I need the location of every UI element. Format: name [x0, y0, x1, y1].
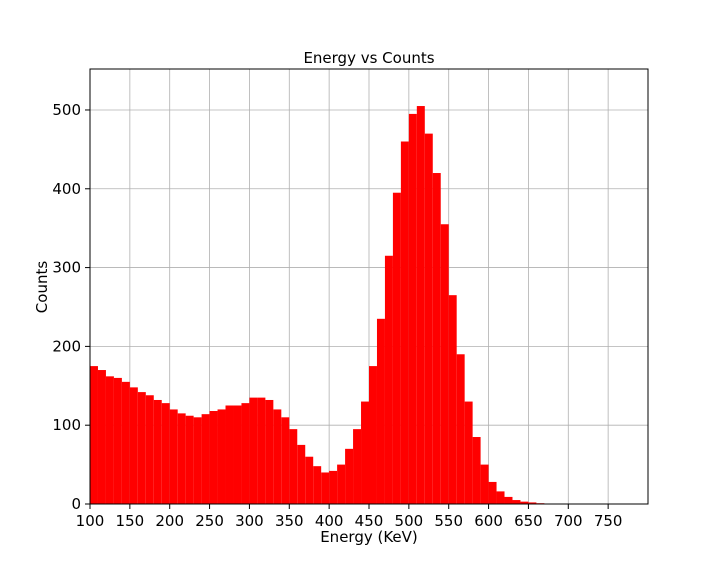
histogram-bar	[137, 392, 146, 504]
histogram-bar	[480, 464, 489, 504]
y-tick-label: 300	[52, 259, 81, 277]
histogram-bar	[209, 411, 218, 504]
histogram-bar	[321, 472, 330, 504]
histogram-bar	[169, 409, 178, 504]
x-axis-ticks: 100 150 200 250 300 350 400 450 500 550 600 650 700 7…	[76, 504, 623, 530]
histogram-bar	[185, 415, 194, 504]
y-tick-label: 500	[52, 101, 81, 119]
histogram-bar	[400, 141, 409, 504]
histogram-bar	[392, 192, 401, 504]
histogram-bar	[201, 414, 210, 504]
histogram-bar	[345, 448, 354, 504]
y-tick-label: 400	[52, 180, 81, 198]
histogram-bar	[305, 456, 314, 504]
x-tick-label: 350	[275, 512, 304, 530]
histogram-bar	[464, 401, 473, 504]
histogram-bar	[153, 399, 162, 504]
histogram-bar	[249, 397, 258, 504]
histogram-bar	[424, 133, 433, 504]
histogram-bar	[313, 466, 322, 504]
histogram-bar	[329, 470, 338, 504]
histogram-bar	[129, 387, 138, 504]
histogram-bar	[177, 413, 186, 504]
histogram-bar	[121, 381, 130, 504]
y-axis-ticks: 0 100 200 300 400 500	[52, 101, 90, 513]
histogram-bar	[217, 409, 226, 504]
histogram-bar	[337, 464, 346, 504]
histogram-bar	[353, 429, 362, 504]
histogram-bar	[369, 366, 377, 504]
x-tick-label: 550	[434, 512, 463, 530]
histogram-bar	[520, 501, 529, 504]
histogram-bar	[512, 500, 521, 504]
histogram-bar	[265, 399, 274, 504]
y-tick-label: 0	[71, 495, 81, 513]
histogram-bar	[440, 224, 449, 504]
histogram-bar	[472, 437, 481, 504]
histogram-bar	[105, 376, 114, 504]
y-tick-label: 100	[52, 416, 81, 434]
histogram-bar	[257, 397, 266, 504]
histogram-bar	[504, 496, 513, 504]
x-tick-label: 600	[474, 512, 503, 530]
histogram-bar	[456, 354, 465, 504]
x-tick-label: 450	[355, 512, 384, 530]
histogram-bar	[432, 173, 441, 505]
histogram-bar	[376, 318, 385, 504]
histogram-bar	[241, 403, 250, 504]
x-tick-label: 650	[514, 512, 543, 530]
histogram-bar	[145, 395, 154, 504]
x-tick-label: 150	[116, 512, 145, 530]
histogram-bar	[281, 417, 290, 504]
x-tick-label: 700	[554, 512, 583, 530]
x-tick-label: 200	[155, 512, 184, 530]
histogram-bar	[488, 481, 497, 504]
x-tick-label: 500	[395, 512, 424, 530]
x-tick-label: 300	[235, 512, 264, 530]
histogram-bar	[416, 106, 425, 505]
x-axis-label: Energy (KeV)	[320, 528, 418, 546]
histogram-bar	[297, 444, 306, 504]
histogram-bar	[528, 502, 537, 504]
histogram-bar	[233, 405, 242, 504]
histogram-bar	[225, 405, 234, 504]
y-axis-label: Counts	[33, 261, 51, 314]
histogram-bar	[496, 491, 505, 504]
x-tick-label: 400	[315, 512, 344, 530]
histogram-bar	[448, 295, 457, 504]
y-tick-label: 200	[52, 337, 81, 355]
chart-title: Energy vs Counts	[303, 49, 434, 67]
histogram-bar	[161, 403, 170, 504]
histogram-bar	[273, 409, 282, 504]
histogram-bar	[384, 255, 393, 504]
x-tick-label: 250	[195, 512, 224, 530]
histogram-bar	[193, 417, 202, 504]
histogram-bars	[90, 106, 545, 505]
x-tick-label: 750	[594, 512, 623, 530]
histogram-bar	[289, 429, 298, 504]
histogram-bar	[90, 366, 98, 504]
histogram-bar	[97, 370, 106, 504]
histogram-bar	[361, 401, 369, 504]
x-tick-label: 100	[76, 512, 105, 530]
histogram-bar	[408, 113, 417, 504]
histogram-bar	[113, 377, 122, 504]
